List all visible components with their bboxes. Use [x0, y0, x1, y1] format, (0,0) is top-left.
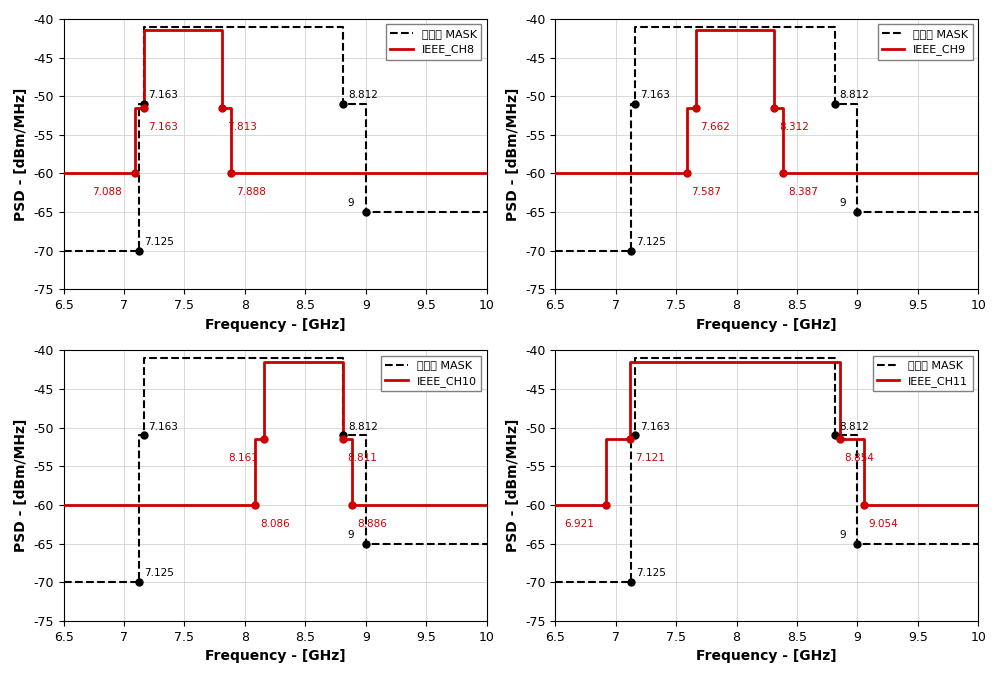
Text: 7.587: 7.587: [691, 188, 721, 197]
Text: 7.163: 7.163: [640, 422, 670, 431]
Text: 8.811: 8.811: [348, 453, 378, 463]
Text: 8.812: 8.812: [839, 422, 869, 431]
Text: 7.163: 7.163: [149, 90, 178, 100]
Text: 8.086: 8.086: [260, 519, 290, 529]
Text: 9: 9: [348, 198, 354, 208]
X-axis label: Frequency - [GHz]: Frequency - [GHz]: [696, 318, 837, 332]
Text: 9: 9: [348, 529, 354, 540]
Text: 8.812: 8.812: [348, 422, 378, 431]
Text: 8.387: 8.387: [788, 188, 818, 197]
Text: 7.088: 7.088: [92, 188, 122, 197]
Text: 8.854: 8.854: [845, 453, 874, 463]
X-axis label: Frequency - [GHz]: Frequency - [GHz]: [205, 318, 345, 332]
Legend: 新国标 MASK, IEEE_CH8: 新国标 MASK, IEEE_CH8: [386, 24, 481, 60]
Y-axis label: PSD - [dBm/MHz]: PSD - [dBm/MHz]: [14, 87, 28, 221]
Text: 7.662: 7.662: [701, 122, 730, 131]
Text: 8.886: 8.886: [357, 519, 387, 529]
X-axis label: Frequency - [GHz]: Frequency - [GHz]: [205, 649, 345, 663]
Text: 8.161: 8.161: [228, 453, 258, 463]
Text: 7.813: 7.813: [227, 122, 257, 131]
Text: 7.125: 7.125: [144, 569, 174, 578]
Text: 7.163: 7.163: [149, 422, 178, 431]
Text: 9: 9: [839, 529, 846, 540]
Y-axis label: PSD - [dBm/MHz]: PSD - [dBm/MHz]: [506, 87, 520, 221]
Text: 7.888: 7.888: [236, 188, 266, 197]
Text: 7.163: 7.163: [149, 122, 178, 131]
Text: 8.812: 8.812: [348, 90, 378, 100]
Text: 7.121: 7.121: [635, 453, 665, 463]
X-axis label: Frequency - [GHz]: Frequency - [GHz]: [696, 649, 837, 663]
Text: 7.163: 7.163: [640, 90, 670, 100]
Text: 8.312: 8.312: [779, 122, 809, 131]
Y-axis label: PSD - [dBm/MHz]: PSD - [dBm/MHz]: [14, 419, 28, 552]
Legend: 新国标 MASK, IEEE_CH9: 新国标 MASK, IEEE_CH9: [878, 24, 973, 60]
Text: 7.125: 7.125: [144, 237, 174, 247]
Legend: 新国标 MASK, IEEE_CH10: 新国标 MASK, IEEE_CH10: [381, 356, 481, 391]
Text: 9: 9: [839, 198, 846, 208]
Text: 8.812: 8.812: [839, 90, 869, 100]
Text: 7.125: 7.125: [636, 569, 666, 578]
Legend: 新国标 MASK, IEEE_CH11: 新国标 MASK, IEEE_CH11: [873, 356, 973, 391]
Y-axis label: PSD - [dBm/MHz]: PSD - [dBm/MHz]: [506, 419, 520, 552]
Text: 7.125: 7.125: [636, 237, 666, 247]
Text: 9.054: 9.054: [869, 519, 898, 529]
Text: 6.921: 6.921: [564, 519, 594, 529]
